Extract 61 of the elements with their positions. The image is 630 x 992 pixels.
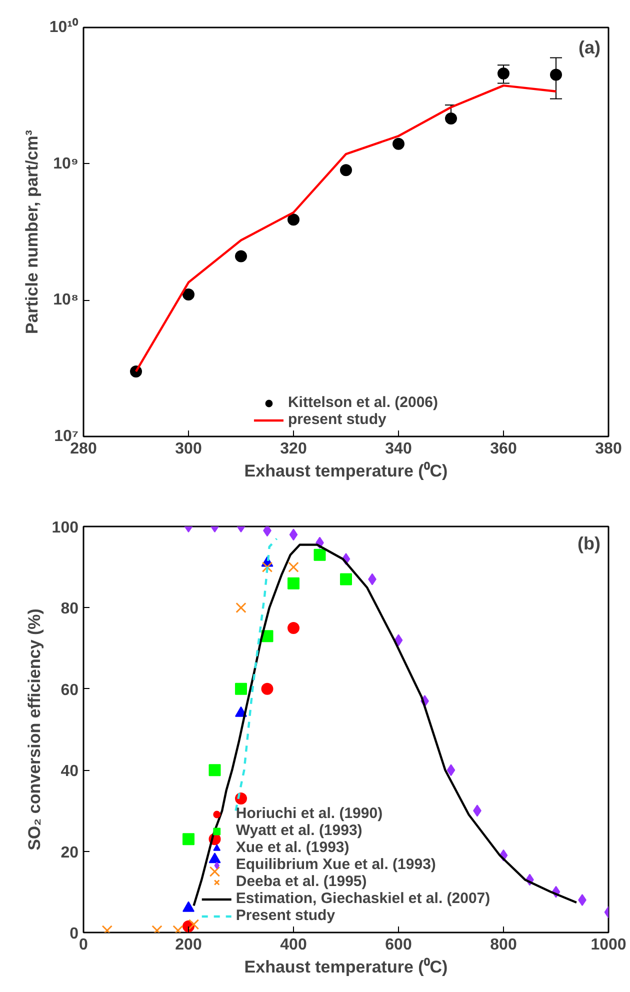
point [182,833,194,846]
x-axis-title: Exhaust temperature (⁰C) [244,462,448,480]
point [235,250,247,262]
point [550,68,562,81]
point [445,112,457,124]
legend-label: present study [288,411,386,428]
x-axis-title: Exhaust temperature (⁰C) [244,958,448,976]
y-tick-label: 10¹⁰ [49,18,78,36]
y-tick-label: 80 [60,600,79,618]
legend-label: Deeba et al. (1995) [236,873,367,890]
annotation: (a) [578,38,601,58]
point [446,764,456,776]
y-tick-label: 60 [60,682,79,699]
x-tick-label: 200 [175,936,202,954]
legend-label: Equilibrium Xue et al. (1993) [236,856,436,873]
y-tick-label: 40 [60,763,79,780]
x-tick-label: 800 [490,936,517,954]
point [288,214,300,226]
point [314,548,326,561]
point [209,866,220,877]
x-tick-label: 320 [280,440,307,458]
x-tick-label: 340 [385,440,412,458]
point [289,528,298,541]
legend-label: Xue et al. (1993) [236,839,350,856]
annotation: (b) [578,534,601,554]
point [340,573,352,586]
y-axis-title: SO₂ conversion efficiency (%) [24,608,44,850]
point [263,526,272,537]
point [188,919,200,930]
x-tick-label: 600 [385,936,412,954]
x-tick-label: 1000 [590,936,626,954]
y-tick-label: 100 [52,520,79,536]
y-tick-label: 10⁹ [53,155,78,172]
x-tick-label: 360 [490,440,517,458]
point [288,577,300,590]
x-tick-label: 300 [175,440,202,458]
point [340,164,352,176]
point [261,682,274,695]
point [392,138,404,150]
legend-label: Estimation, Giechaskiel et al. (2007) [236,890,490,907]
point [235,682,247,695]
point [208,764,221,776]
x-tick-label: 380 [595,440,622,458]
x-tick-label: 400 [280,936,307,954]
legend-label: Kittelson et al. (2006) [288,394,438,411]
point [288,562,299,572]
point [262,562,273,572]
point [394,634,403,646]
y-tick-label: 20 [60,844,79,862]
point [288,622,300,634]
y-tick-label: 10⁸ [53,292,78,309]
y-tick-label: 0 [70,926,79,942]
x-tick-label: 280 [70,440,97,458]
legend-label: Horiuchi et al. (1990) [236,805,383,822]
point [498,67,510,80]
point [208,852,221,864]
point [236,602,246,614]
point [182,288,194,301]
y-axis-title: Particle number, part/cm³ [22,130,42,334]
legend-label: Wyatt et al. (1993) [236,822,362,839]
legend-label: Present study [236,907,336,924]
